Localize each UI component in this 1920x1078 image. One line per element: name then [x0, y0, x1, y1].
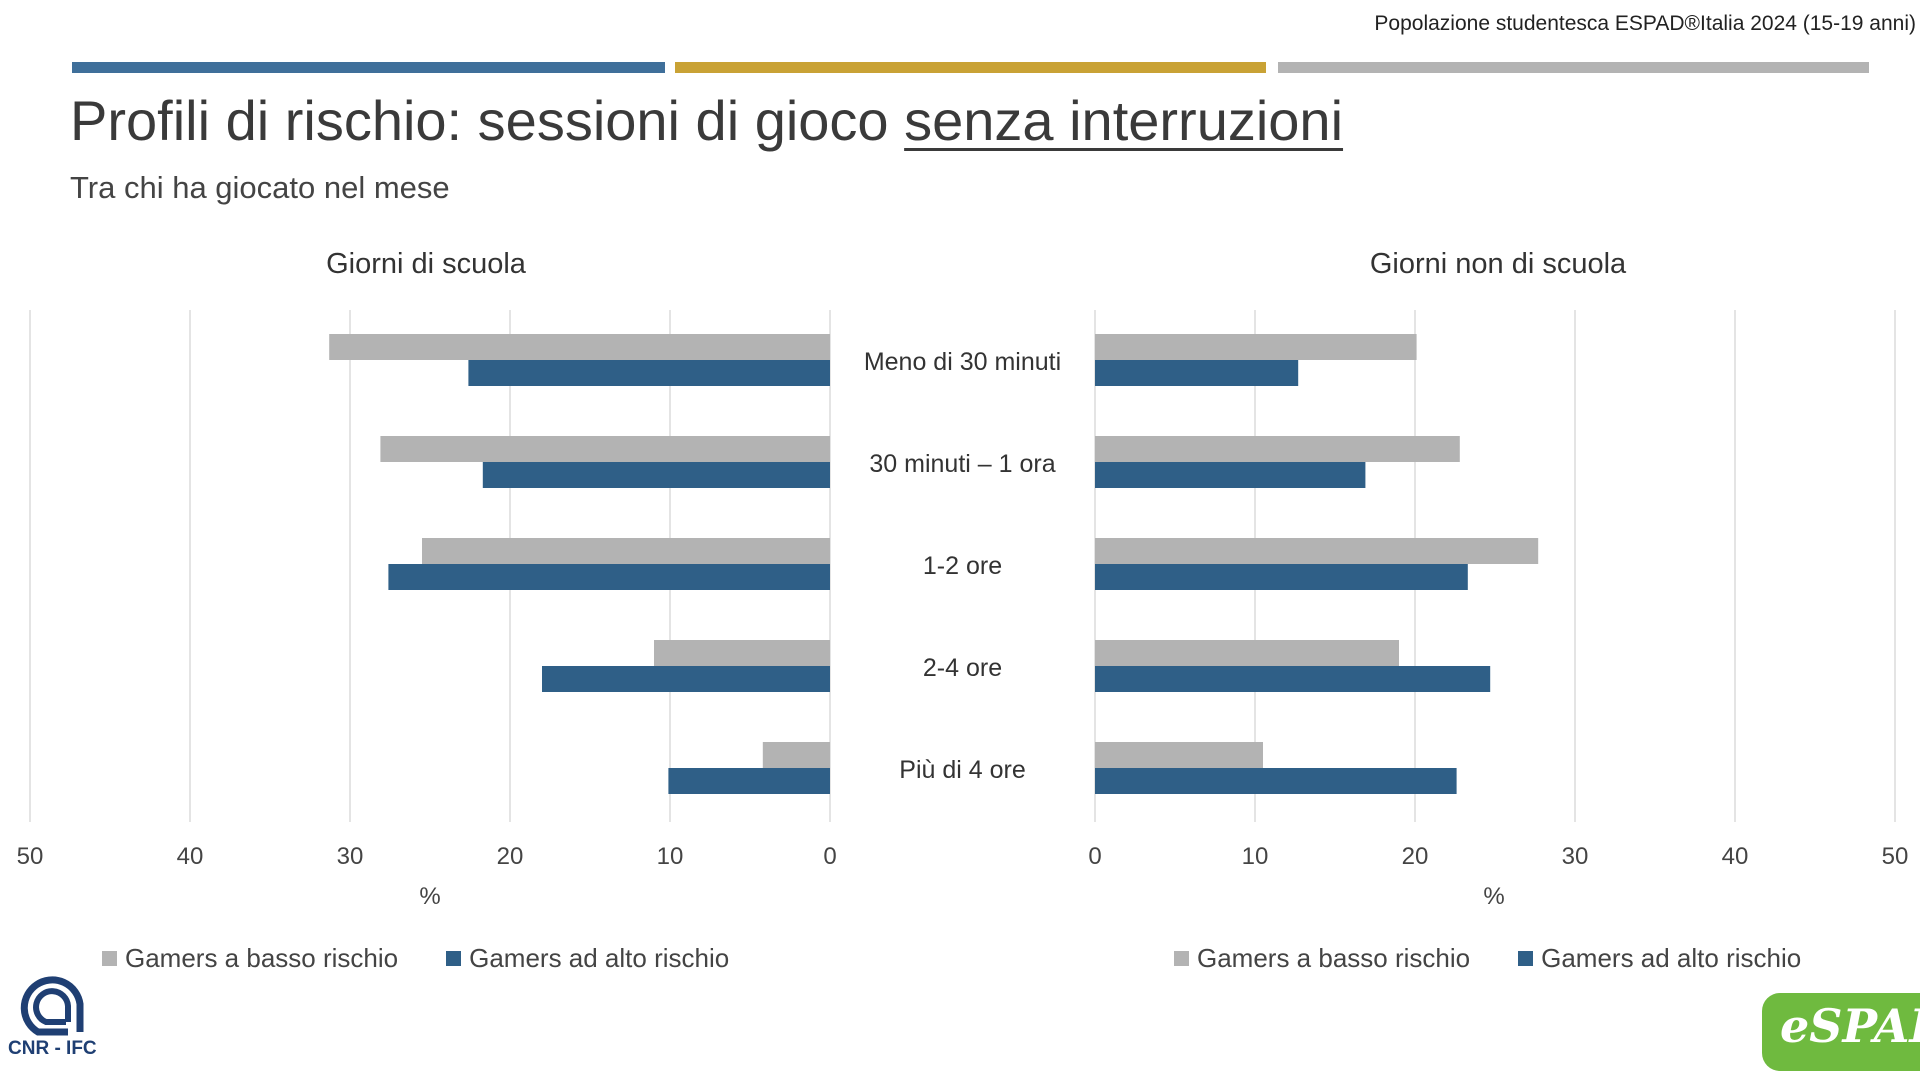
legend-non-school-days: Gamers a basso rischio Gamers ad alto ri… [1174, 943, 1801, 974]
school-days-bar-high-risk [468, 360, 830, 386]
legend-label-high-risk: Gamers ad alto rischio [1541, 943, 1802, 973]
school-days-bar-low-risk [654, 640, 830, 666]
category-label: 2-4 ore [923, 654, 1002, 682]
school-days-tick-label: 50 [17, 843, 44, 870]
school-days-tick-label: 0 [823, 843, 836, 870]
school-days-bar-low-risk [762, 742, 830, 768]
legend-swatch-low-risk [102, 951, 117, 966]
legend-swatch-high-risk [1518, 951, 1534, 966]
non-school-days-bar-high-risk [1095, 360, 1299, 386]
espad-logo: eSPAD [1762, 993, 1920, 1071]
non-school-days-bar-high-risk [1095, 462, 1366, 488]
school-days-bar-high-risk [388, 564, 830, 590]
legend-item-high-risk: Gamers ad alto rischio [446, 943, 729, 974]
non-school-days-bar-low-risk [1095, 436, 1460, 462]
panel-title-non-school-days: Giorni non di scuola [1369, 248, 1627, 280]
non-school-days-bar-low-risk [1095, 640, 1399, 666]
cnr-logo-icon [20, 976, 84, 1036]
header-rule-grey [1278, 62, 1869, 73]
legend-label-low-risk: Gamers a basso rischio [1197, 943, 1471, 973]
non-school-days-bar-high-risk [1095, 768, 1457, 794]
non-school-days-bar-high-risk [1095, 666, 1491, 692]
legend-item-low-risk: Gamers a basso rischio [102, 943, 398, 974]
legend-swatch-high-risk [446, 951, 462, 966]
non-school-days-bar-low-risk [1095, 334, 1417, 360]
page-subtitle: Tra chi ha giocato nel mese [70, 170, 450, 205]
panel-title-school-days: Giorni di scuola [326, 248, 526, 280]
school-days-tick-label: 30 [337, 843, 364, 870]
school-days-tick-label: 10 [657, 843, 684, 870]
legend-school-days: Gamers a basso rischio Gamers ad alto ri… [102, 943, 729, 974]
non-school-days-axis-label: % [1483, 883, 1504, 910]
non-school-days-tick-label: 0 [1088, 843, 1101, 870]
title-plain: Profili di rischio: sessioni di gioco [70, 89, 905, 152]
school-days-bar-high-risk [482, 462, 830, 488]
source-note: Popolazione studentesca ESPAD®Italia 202… [1374, 12, 1916, 35]
header-rule-blue [72, 62, 665, 73]
non-school-days-tick-label: 30 [1562, 843, 1589, 870]
category-label: 1-2 ore [923, 552, 1002, 580]
non-school-days-tick-label: 20 [1402, 843, 1429, 870]
school-days-tick-label: 20 [497, 843, 524, 870]
page-title: Profili di rischio: sessioni di gioco se… [70, 88, 1343, 153]
category-label: 30 minuti – 1 ora [869, 450, 1055, 478]
legend-label-low-risk: Gamers a basso rischio [125, 943, 399, 973]
non-school-days-tick-label: 10 [1242, 843, 1269, 870]
category-label: Meno di 30 minuti [864, 348, 1061, 376]
school-days-bar-high-risk [542, 666, 830, 692]
title-underlined: senza interruzioni [904, 89, 1344, 152]
cnr-logo-text: CNR - IFC [8, 1038, 97, 1059]
header-rule-gold [675, 62, 1266, 73]
espad-logo-text: eSPAD [1780, 999, 1920, 1053]
school-days-bar-low-risk [329, 334, 830, 360]
non-school-days-bar-low-risk [1095, 742, 1263, 768]
school-days-bar-low-risk [422, 538, 830, 564]
non-school-days-tick-label: 40 [1722, 843, 1749, 870]
legend-item-high-risk: Gamers ad alto rischio [1518, 943, 1801, 974]
legend-item-low-risk: Gamers a basso rischio [1174, 943, 1470, 974]
legend-label-high-risk: Gamers ad alto rischio [469, 943, 730, 973]
non-school-days-tick-label: 50 [1882, 843, 1909, 870]
category-label: Più di 4 ore [899, 756, 1025, 784]
non-school-days-bar-high-risk [1095, 564, 1468, 590]
school-days-bar-high-risk [668, 768, 830, 794]
school-days-bar-low-risk [380, 436, 830, 462]
legend-swatch-low-risk [1174, 951, 1189, 966]
school-days-tick-label: 40 [177, 843, 204, 870]
school-days-axis-label: % [419, 883, 440, 910]
non-school-days-bar-low-risk [1095, 538, 1539, 564]
